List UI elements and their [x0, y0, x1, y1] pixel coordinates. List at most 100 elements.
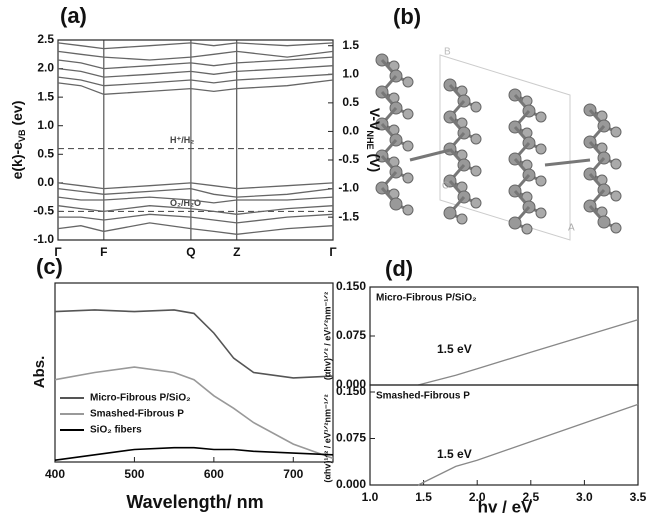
atom	[536, 112, 546, 122]
series-line	[58, 57, 333, 69]
atom	[403, 77, 413, 87]
x-tick-label: 1.0	[362, 490, 379, 504]
atom	[522, 224, 532, 234]
atom	[471, 134, 481, 144]
y-axis-title: (αhv)¹ᐟ² / eV¹ᐟ²nm⁻¹ᐟ²	[322, 394, 332, 482]
y-tick-label: 2.5	[37, 32, 54, 46]
legend-label: Smashed-Fibrous P	[90, 409, 184, 420]
atom	[611, 191, 621, 201]
atom	[457, 214, 467, 224]
axis-title-sub: NHE	[365, 130, 375, 149]
y-tick-label: 0.150	[336, 279, 366, 293]
atom	[509, 217, 521, 229]
series-line	[58, 214, 333, 223]
y2-tick-label: 1.5	[342, 38, 359, 52]
atom	[598, 216, 610, 228]
series-line	[55, 310, 333, 378]
axis-title-part: V-V	[367, 108, 383, 131]
y2-tick-label: 0.0	[342, 124, 359, 138]
legend-label: Micro-Fibrous P/SiO₂	[90, 393, 191, 404]
x-axis-title: hv / eV	[478, 497, 533, 516]
x-tick-label: Z	[233, 245, 240, 259]
axis-label: C	[442, 181, 449, 192]
panel-label: (b)	[393, 4, 421, 29]
atom	[536, 144, 546, 154]
series-line	[58, 80, 333, 94]
series-line	[58, 43, 333, 49]
y-tick-label: -1.0	[33, 232, 54, 246]
axis-label: A	[568, 223, 575, 234]
atom	[444, 207, 456, 219]
atom	[403, 173, 413, 183]
y-tick-label: 0.075	[336, 328, 366, 342]
axis-title-part: e(k)-e	[9, 142, 25, 180]
bond	[410, 150, 450, 160]
y2-tick-label: -1.5	[338, 209, 359, 223]
x-tick-label: 1.5	[415, 490, 432, 504]
subplot-title: Micro-Fibrous P/SiO₂	[376, 293, 477, 304]
series-line	[58, 189, 333, 198]
plot-frame	[58, 40, 333, 240]
panel-label: (a)	[60, 3, 87, 28]
axis-title: e(k)-eVB (ev)	[9, 101, 28, 180]
series-line	[58, 223, 333, 234]
atom	[471, 166, 481, 176]
y2-tick-label: 0.5	[342, 95, 359, 109]
y-axis-title: (αhv)¹ᐟ² / eV¹ᐟ²nm⁻¹ᐟ²	[322, 292, 332, 380]
y-tick-label: 1.5	[37, 89, 54, 103]
atom	[611, 223, 621, 233]
x-tick-label: 3.0	[576, 490, 593, 504]
crystal-structure	[376, 54, 621, 240]
atom	[403, 109, 413, 119]
y-tick-label: 0.150	[336, 384, 366, 398]
atom	[611, 159, 621, 169]
x-tick-label: Γ	[329, 245, 337, 259]
figure: (b) B C A ΓFQZΓ-1.0-0.50.00.51.01.52.02.…	[0, 0, 648, 517]
axis-title-part: (ev)	[9, 101, 25, 130]
x-tick-label: 700	[283, 467, 303, 481]
atom	[536, 176, 546, 186]
axis-title-sub: VB	[17, 129, 27, 142]
y-tick-label: 0.0	[37, 175, 54, 189]
y-tick-label: 0.000	[336, 477, 366, 491]
x-tick-label: 3.5	[630, 490, 647, 504]
series-line	[58, 183, 333, 189]
y2-tick-label: -1.0	[338, 181, 359, 195]
bond	[545, 160, 590, 165]
axis-title-part: (V)	[367, 150, 383, 173]
y-tick-label: -0.5	[33, 204, 54, 218]
y-tick-label: 2.0	[37, 61, 54, 75]
legend-label: SiO₂ fibers	[90, 425, 142, 436]
axis-label: B	[444, 47, 451, 58]
series-line	[55, 448, 333, 461]
y-tick-label: 0.075	[336, 431, 366, 445]
atom	[390, 198, 402, 210]
subplot-title: Smashed-Fibrous P	[376, 391, 470, 402]
atom	[471, 198, 481, 208]
panel-label: (c)	[36, 254, 63, 279]
reference-label: H⁺/H₂	[170, 135, 194, 145]
y-axis-title: Abs.	[31, 356, 48, 389]
x-tick-label: Q	[186, 245, 195, 259]
unit-cell	[440, 55, 570, 240]
annotation: 1.5 eV	[437, 447, 472, 461]
y2-tick-label: -0.5	[338, 152, 359, 166]
x-tick-label: F	[100, 245, 107, 259]
atom	[471, 102, 481, 112]
atom	[403, 205, 413, 215]
axis-title: V-VNHE (V)	[365, 108, 384, 172]
series-line	[58, 51, 333, 60]
atom	[611, 127, 621, 137]
x-tick-label: 400	[45, 467, 65, 481]
x-tick-label: 500	[124, 467, 144, 481]
x-axis-title: Wavelength/ nm	[126, 492, 263, 512]
atom	[536, 208, 546, 218]
series-line	[418, 404, 638, 485]
panel-label: (d)	[385, 256, 413, 281]
y-tick-label: 0.5	[37, 146, 54, 160]
annotation: 1.5 eV	[437, 342, 472, 356]
y-tick-label: 1.0	[37, 118, 54, 132]
y2-tick-label: 1.0	[342, 66, 359, 80]
atom	[403, 141, 413, 151]
x-tick-label: 600	[204, 467, 224, 481]
